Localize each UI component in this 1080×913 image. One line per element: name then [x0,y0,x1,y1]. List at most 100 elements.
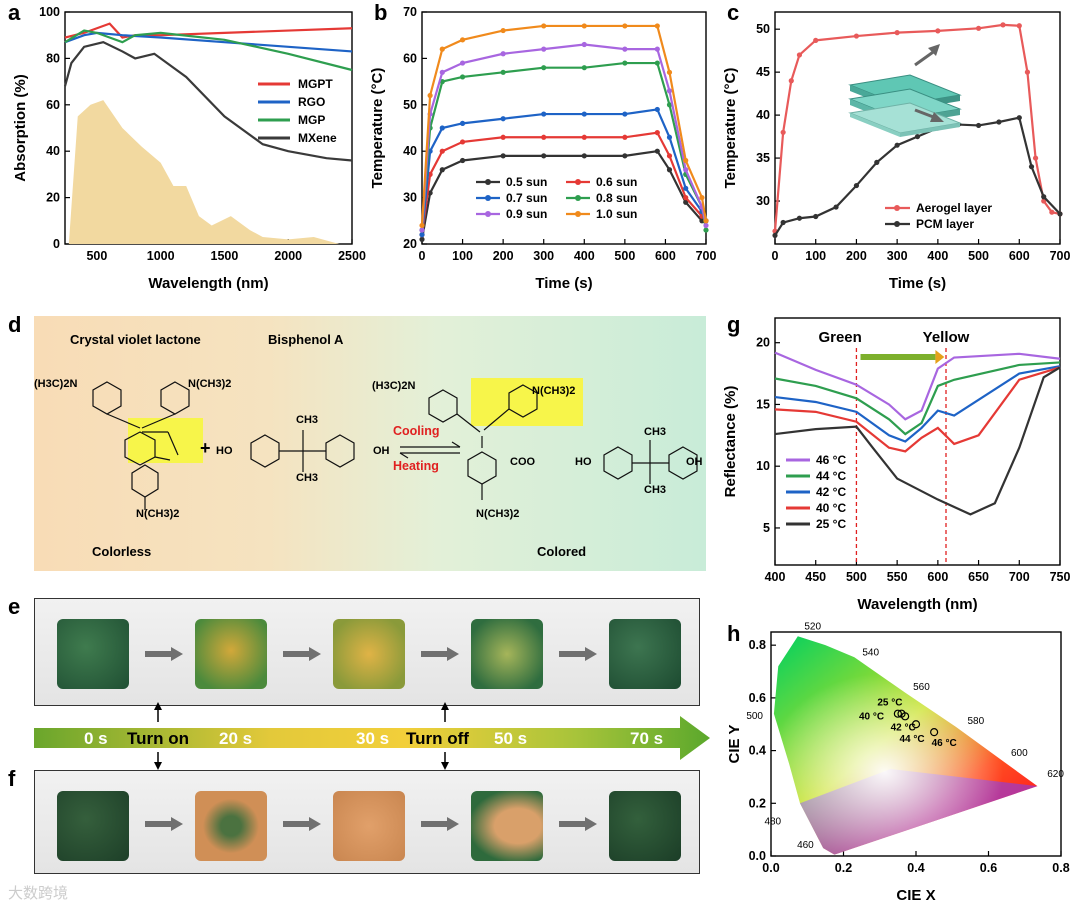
data-point [427,92,433,99]
green-yellow-arrowhead [935,350,945,364]
x-tick-label: 200 [846,249,867,263]
data-point [459,139,466,145]
legend-label: RGO [298,95,325,109]
x-tick-label: 2000 [274,249,302,263]
x-axis-label: Time (s) [889,275,946,292]
data-point [654,23,660,29]
y-tick-label: 60 [403,51,417,65]
x-tick-label: 1500 [211,249,239,263]
x-tick-label: 100 [805,249,826,263]
panel-label-h: h [727,621,741,646]
series-line [774,366,1061,453]
sample-e-70s [609,619,681,689]
x-tick-label: 550 [887,570,908,584]
data-point [581,41,587,48]
timeline-20s: 20 s [219,729,253,748]
data-point [699,195,705,201]
cie-gamut [773,636,1038,855]
data-point [703,218,709,224]
cie-wavelength-label: 620 [1047,769,1064,780]
x-tick-label: 0.2 [835,861,852,875]
x-tick-label: 300 [887,249,908,263]
colored-label: Colored [537,544,587,559]
y-tick-label: 5 [763,521,770,535]
data-point [975,25,982,31]
data-point [622,23,628,29]
series-line [64,22,353,39]
cie-point-label: 44 °C [899,734,924,745]
series-line [773,23,1061,232]
y-tick-label: 0.0 [749,849,766,863]
data-point [654,148,660,154]
legend-marker [575,195,581,201]
series-line [774,116,1061,236]
y-tick-label: 70 [403,5,417,19]
data-point [955,121,961,128]
arrow-e-1 [145,647,183,661]
arrow-f-4 [559,817,597,831]
data-point [459,60,466,66]
data-point [703,222,709,229]
sample-f-30s [333,791,405,861]
legend-label: 46 °C [816,453,846,467]
data-point [772,232,778,239]
y-tick-label: 40 [403,144,417,158]
x-tick-label: 600 [927,570,948,584]
cie-wavelength-label: 500 [746,711,763,722]
cie-point-label: 42 °C [891,722,916,733]
data-point [541,111,547,117]
data-point [683,157,689,164]
data-point [500,134,506,140]
product-oh: OH [686,456,703,468]
data-point [459,120,466,126]
legend-marker [575,211,581,217]
plus-sign: + [200,438,211,458]
series-line [420,24,708,226]
series-line [420,131,707,235]
data-point [419,232,425,238]
data-point [439,148,445,154]
sample-f-20s [195,791,267,861]
data-point [683,195,689,201]
x-tick-label: 650 [968,570,989,584]
data-point [427,171,433,177]
product-ch3-top: CH3 [644,426,667,438]
y-tick-label: 35 [756,151,770,165]
bisphenol-ch3-top: CH3 [296,414,319,426]
data-point [500,27,506,34]
x-tick-label: 600 [1009,249,1030,263]
x-axis-label: CIE X [896,887,935,904]
data-point [996,119,1002,125]
data-point [622,134,628,140]
x-tick-label: 100 [452,249,473,263]
panel-label-f: f [8,766,16,791]
legend-label: 42 °C [816,485,846,499]
data-point [1024,69,1031,75]
cie-point [901,712,910,721]
data-point [541,46,547,52]
legend-label: 0.9 sun [506,207,547,221]
plot-frame-h [770,631,1062,857]
y-tick-label: 0.6 [749,691,766,705]
y-tick-label: 15 [756,397,770,411]
data-point [419,227,425,233]
cie-point-label: 46 °C [932,738,957,749]
series-line [774,366,1061,516]
data-point [581,134,587,140]
turn-off-label: Turn off [406,729,469,748]
data-point [427,190,433,196]
series-line [420,61,708,231]
legend-label: MGP [298,113,325,127]
legend-label: 1.0 sun [596,207,637,221]
data-point [683,199,689,205]
legend-label: 0.5 sun [506,175,547,189]
data-point [666,167,673,173]
series-line [774,351,1061,421]
cie-wavelength-label: 460 [797,840,814,851]
data-point [935,28,941,34]
x-tick-label: 400 [574,249,595,263]
dimethylammonium-product: N(CH3)2 [532,385,576,397]
cie-point-label: 25 °C [877,698,902,709]
x-tick-label: 500 [846,570,867,584]
data-point [894,142,900,148]
